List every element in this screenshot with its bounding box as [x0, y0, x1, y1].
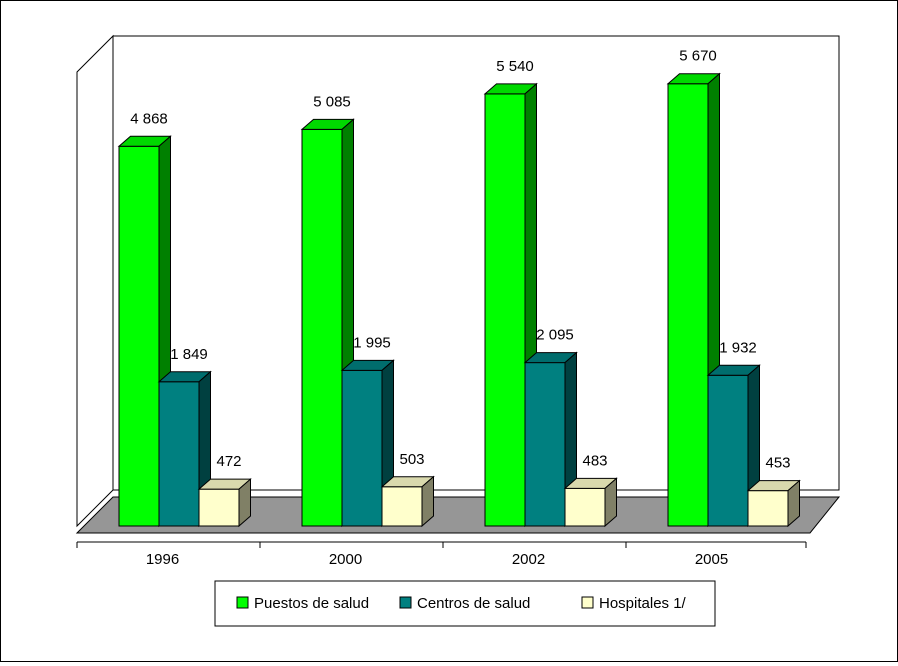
- bar-puestos-de-salud: [667, 83, 709, 527]
- bar-side: [421, 475, 434, 528]
- legend-box: [214, 580, 716, 627]
- bar-hospitales-1-: [381, 486, 423, 527]
- x-tick-label: 2005: [695, 551, 728, 568]
- floor: [75, 496, 841, 534]
- data-label: 5 540: [496, 58, 534, 75]
- bar-side: [238, 478, 251, 528]
- legend-label: Centros de salud: [417, 595, 530, 612]
- plot-walls: [75, 34, 841, 534]
- x-tick-label: 1996: [146, 551, 179, 568]
- data-label: 472: [216, 453, 241, 470]
- data-label: 453: [765, 455, 790, 472]
- data-label: 503: [399, 451, 424, 468]
- data-label: 4 868: [130, 110, 168, 127]
- bar-puestos-de-salud: [301, 128, 343, 527]
- bar-centros-de-salud: [158, 381, 200, 527]
- bar-hospitales-1-: [198, 488, 240, 527]
- bar-hospitales-1-: [747, 490, 789, 527]
- legend-label: Puestos de salud: [254, 595, 369, 612]
- bar-hospitales-1-: [564, 487, 606, 527]
- x-tick-label: 2000: [329, 551, 362, 568]
- legend: Puestos de salud Centros de salud Hospital…: [214, 580, 716, 627]
- data-label: 2 095: [536, 327, 574, 344]
- data-labels-group: 4 868 1 849 472 5 085 1 995 503 5 540 2 095 483 5…: [130, 48, 790, 472]
- data-label: 5 085: [313, 93, 351, 110]
- x-axis: 1996 2000 2002 2005: [76, 541, 807, 568]
- bar-side: [604, 477, 617, 528]
- legend-swatch: [236, 596, 249, 609]
- data-label: 483: [582, 452, 607, 469]
- bar-centros-de-salud: [341, 369, 383, 527]
- bar-centros-de-salud: [707, 374, 749, 527]
- data-label: 1 849: [170, 346, 208, 363]
- legend-label: Hospitales 1/: [599, 595, 687, 612]
- bars-group: [117, 72, 801, 528]
- data-label: 1 932: [719, 339, 757, 356]
- bar-centros-de-salud: [524, 362, 566, 527]
- bar-puestos-de-salud: [118, 145, 160, 527]
- data-label: 1 995: [353, 334, 391, 351]
- bar-side: [787, 479, 800, 528]
- side-wall: [76, 34, 114, 528]
- legend-swatch: [399, 596, 412, 609]
- data-label: 5 670: [679, 48, 717, 65]
- bar-puestos-de-salud: [484, 93, 526, 527]
- legend-swatch: [581, 596, 594, 609]
- x-tick-label: 2002: [512, 551, 545, 568]
